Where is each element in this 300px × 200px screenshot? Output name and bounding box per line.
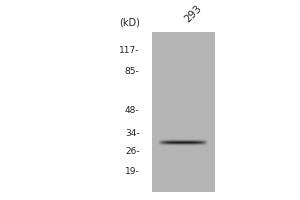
Text: 34-: 34- — [125, 129, 140, 138]
Bar — [152, 32, 214, 192]
Text: 48-: 48- — [125, 106, 140, 115]
Text: 293: 293 — [183, 3, 204, 24]
Text: 19-: 19- — [125, 167, 140, 176]
Text: 26-: 26- — [125, 147, 140, 156]
Text: (kD): (kD) — [118, 17, 140, 27]
Text: 117-: 117- — [119, 46, 140, 55]
Text: 85-: 85- — [125, 67, 140, 76]
